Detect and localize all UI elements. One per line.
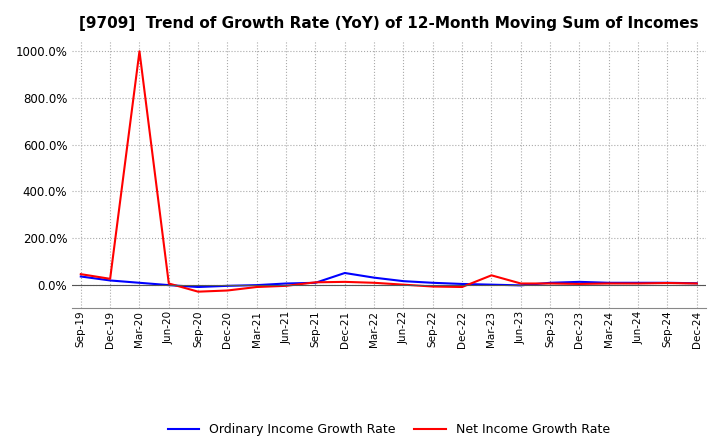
Net Income Growth Rate bbox=[311, 280, 320, 285]
Net Income Growth Rate bbox=[253, 284, 261, 290]
Net Income Growth Rate bbox=[164, 281, 173, 286]
Ordinary Income Growth Rate bbox=[693, 281, 701, 286]
Ordinary Income Growth Rate bbox=[76, 274, 85, 279]
Line: Net Income Growth Rate: Net Income Growth Rate bbox=[81, 51, 697, 292]
Ordinary Income Growth Rate bbox=[164, 282, 173, 288]
Net Income Growth Rate bbox=[663, 280, 672, 286]
Ordinary Income Growth Rate bbox=[575, 279, 584, 285]
Net Income Growth Rate bbox=[516, 281, 525, 286]
Ordinary Income Growth Rate bbox=[223, 283, 232, 289]
Net Income Growth Rate bbox=[634, 281, 642, 286]
Ordinary Income Growth Rate bbox=[282, 281, 290, 286]
Net Income Growth Rate bbox=[458, 284, 467, 290]
Net Income Growth Rate bbox=[546, 281, 554, 286]
Ordinary Income Growth Rate bbox=[634, 280, 642, 286]
Ordinary Income Growth Rate bbox=[458, 281, 467, 286]
Ordinary Income Growth Rate bbox=[428, 280, 437, 286]
Net Income Growth Rate bbox=[194, 289, 202, 294]
Ordinary Income Growth Rate bbox=[516, 283, 525, 288]
Net Income Growth Rate bbox=[428, 284, 437, 289]
Legend: Ordinary Income Growth Rate, Net Income Growth Rate: Ordinary Income Growth Rate, Net Income … bbox=[163, 418, 615, 440]
Net Income Growth Rate bbox=[223, 288, 232, 293]
Ordinary Income Growth Rate bbox=[605, 280, 613, 286]
Ordinary Income Growth Rate bbox=[341, 270, 349, 275]
Ordinary Income Growth Rate bbox=[370, 275, 379, 280]
Net Income Growth Rate bbox=[106, 276, 114, 282]
Title: [9709]  Trend of Growth Rate (YoY) of 12-Month Moving Sum of Incomes: [9709] Trend of Growth Rate (YoY) of 12-… bbox=[79, 16, 698, 32]
Ordinary Income Growth Rate bbox=[106, 278, 114, 283]
Ordinary Income Growth Rate bbox=[194, 284, 202, 290]
Net Income Growth Rate bbox=[693, 281, 701, 286]
Ordinary Income Growth Rate bbox=[311, 280, 320, 286]
Ordinary Income Growth Rate bbox=[399, 279, 408, 284]
Net Income Growth Rate bbox=[370, 280, 379, 286]
Ordinary Income Growth Rate bbox=[546, 280, 554, 286]
Net Income Growth Rate bbox=[605, 281, 613, 286]
Ordinary Income Growth Rate bbox=[663, 280, 672, 286]
Net Income Growth Rate bbox=[135, 49, 144, 54]
Ordinary Income Growth Rate bbox=[135, 280, 144, 286]
Net Income Growth Rate bbox=[399, 282, 408, 287]
Net Income Growth Rate bbox=[487, 273, 496, 278]
Ordinary Income Growth Rate bbox=[253, 282, 261, 288]
Net Income Growth Rate bbox=[341, 279, 349, 285]
Ordinary Income Growth Rate bbox=[487, 282, 496, 287]
Net Income Growth Rate bbox=[575, 281, 584, 286]
Line: Ordinary Income Growth Rate: Ordinary Income Growth Rate bbox=[81, 273, 697, 287]
Net Income Growth Rate bbox=[282, 283, 290, 289]
Net Income Growth Rate bbox=[76, 271, 85, 277]
